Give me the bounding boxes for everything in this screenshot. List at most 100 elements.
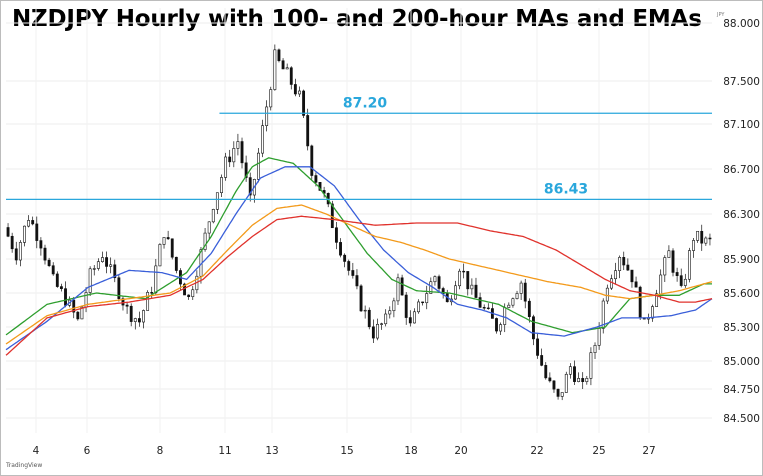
candle-body: [154, 265, 158, 294]
candle-body: [540, 355, 544, 366]
candle-body: [244, 162, 248, 178]
candle-body: [408, 317, 412, 324]
candle-body: [425, 293, 429, 304]
candle-body: [261, 125, 264, 154]
candle-body: [532, 316, 535, 340]
candle-body: [23, 225, 26, 243]
candle-body: [458, 270, 461, 287]
x-tick-label: 13: [265, 445, 278, 457]
candle-body: [150, 292, 154, 294]
candle-body: [601, 300, 605, 329]
candle-body: [634, 281, 638, 288]
candle-body: [589, 352, 593, 379]
candle-body: [527, 300, 531, 318]
horizontal-levels: 87.20 86.43: [6, 95, 712, 201]
candle-body: [277, 49, 281, 62]
candle-body: [187, 294, 191, 297]
candle-body: [293, 84, 297, 95]
candle-body: [215, 192, 219, 210]
candle-body: [683, 278, 687, 286]
candle-body: [544, 365, 548, 379]
level-label: 87.20: [343, 95, 388, 111]
candle-body: [371, 326, 375, 339]
candle-body: [548, 377, 552, 382]
candle-body: [700, 230, 704, 244]
y-tick-label: 86.700: [723, 164, 760, 176]
candle-body: [679, 275, 683, 286]
candle-body: [593, 345, 597, 353]
y-tick-label: 84.750: [723, 384, 760, 396]
candle-body: [72, 299, 76, 313]
candle-body: [96, 261, 100, 269]
moving-averages: [5, 157, 713, 356]
candle-body: [64, 288, 67, 306]
candle-body: [568, 366, 572, 375]
y-tick-label: 87.100: [723, 119, 760, 131]
candle-body: [404, 294, 408, 318]
candle-body: [454, 285, 457, 300]
candle-body: [55, 273, 59, 287]
candle-body: [692, 240, 695, 251]
y-tick-label: 87.500: [723, 76, 760, 88]
candle-body: [638, 286, 642, 318]
candle-body: [232, 148, 236, 163]
candle-body: [35, 223, 39, 241]
candle-body: [367, 309, 371, 328]
candle-body: [495, 318, 498, 332]
candle-body: [105, 257, 108, 267]
candle-body: [363, 309, 367, 312]
candle-body: [478, 297, 482, 308]
candle-body: [269, 89, 273, 108]
candle-body: [203, 232, 207, 250]
candle-body: [334, 227, 338, 243]
candle-body: [10, 235, 14, 250]
candle-body: [355, 275, 359, 287]
candle-body: [421, 301, 425, 304]
candle-body: [560, 392, 564, 397]
candle-body: [158, 244, 162, 267]
candle-body: [429, 281, 433, 294]
x-tick-label: 27: [642, 445, 655, 457]
y-tick-label: 85.300: [723, 322, 760, 334]
x-tick-label: 18: [404, 445, 417, 457]
candle-body: [556, 388, 560, 397]
candle-body: [499, 324, 503, 332]
candle-body: [51, 265, 55, 275]
candle-body: [142, 310, 145, 323]
ma-line-4: [5, 215, 713, 356]
candle-body: [146, 292, 150, 311]
x-tick-label: 22: [530, 445, 543, 457]
candle-body: [220, 177, 223, 194]
candle-body: [536, 338, 539, 356]
candle-body: [687, 250, 691, 280]
candle-body: [31, 220, 35, 225]
candle-body: [626, 264, 630, 271]
candle-body: [347, 261, 351, 271]
candle-body: [121, 298, 125, 306]
candle-body: [289, 67, 293, 85]
y-tick-label: 85.900: [723, 254, 760, 266]
candle-body: [80, 306, 84, 320]
candle-body: [622, 257, 626, 266]
candle-body: [59, 286, 63, 289]
ma-line-3: [5, 204, 713, 345]
candle-body: [113, 264, 117, 279]
ma-line-1: [5, 157, 712, 336]
candle-body: [39, 240, 43, 249]
candle-body: [417, 301, 420, 313]
candle-body: [519, 282, 523, 294]
candle-body: [228, 156, 232, 163]
candle-body: [708, 237, 712, 240]
candle-body: [577, 378, 581, 382]
candle-body: [396, 277, 400, 302]
x-tick-label: 4: [33, 445, 40, 457]
x-axis-ticks: 4 6 8 11 13 15 18 20 22 25 27: [33, 445, 656, 457]
candle-body: [76, 311, 80, 320]
candle-body: [412, 311, 416, 324]
candle-body: [207, 221, 211, 234]
candle-body: [170, 238, 174, 258]
y-axis-ticks: 88.000 87.500 87.100 86.700 86.300 85.900 85.6…: [723, 18, 760, 425]
candle-body: [14, 248, 18, 261]
candle-body: [310, 145, 314, 176]
